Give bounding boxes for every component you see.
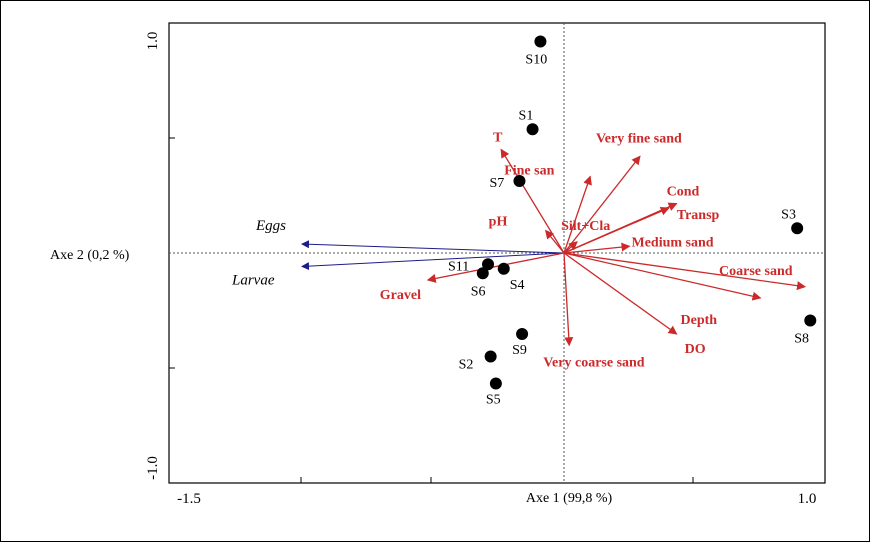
env-label-t: T [493,131,503,146]
site-points: S1 S2 S3 S4 S5 S6 S7 S8 S9 S10 S11 [448,35,817,408]
site-point-s8 [804,314,817,327]
site-point-s4 [497,262,510,275]
env-arrow-medium-sand [563,242,631,254]
env-label-do: DO [685,342,706,357]
site-point-s1 [526,123,539,136]
species-label-larvae: Larvae [231,273,275,289]
axis-ticks [169,137,694,483]
site-point-s3 [791,222,804,235]
env-arrow-fine-san [563,175,592,254]
x-axis-title: Axe 1 (99,8 %) [526,491,613,506]
site-point-s9 [516,328,529,340]
site-label-s4: S4 [510,278,525,293]
site-point-s10 [534,35,547,48]
env-arrow-very-coarse-sand [563,252,574,347]
site-label-s8: S8 [794,332,809,347]
species-vectors: Eggs Larvae [231,218,565,289]
site-label-s2: S2 [459,358,474,373]
env-label-cond: Cond [667,185,700,200]
environment-vectors: T Very fine sand Fine san Cond Transp pH Silt+… [380,131,807,370]
site-point-s5 [489,377,502,390]
env-label-medium-sand: Medium sand [632,235,714,250]
env-arrow-silt-cla [563,241,578,254]
env-label-silt-cla: Silt+Cla [561,219,610,234]
env-label-transp: Transp [677,208,720,223]
env-label-coarse-sand: Coarse sand [719,264,793,279]
env-label-gravel: Gravel [380,288,421,303]
env-label-depth: Depth [681,313,718,328]
species-label-eggs: Eggs [255,218,286,234]
y-tick-label-min: -1.0 [145,456,161,480]
env-arrow-do [563,252,678,335]
env-label-very-coarse-sand: Very coarse sand [543,355,645,370]
env-arrow-depth [563,252,762,301]
site-point-s6 [476,267,489,280]
env-arrow-gravel [426,252,565,283]
site-label-s10: S10 [525,53,547,68]
site-label-s3: S3 [781,207,796,222]
site-label-s5: S5 [486,393,501,408]
site-point-s11 [482,258,495,271]
site-point-s2 [484,350,497,363]
x-tick-label-max: 1.0 [798,491,817,507]
y-tick-label-max: 1.0 [145,32,161,51]
y-axis-title: Axe 2 (0,2 %) [50,248,130,263]
env-label-fine-san: Fine san [504,164,554,179]
env-label-ph: pH [489,215,508,230]
site-label-s6: S6 [471,284,486,299]
species-arrow-larvae [301,252,565,271]
env-arrow-ph [545,229,565,254]
env-arrow-transp [563,207,670,254]
env-arrow-very-fine-sand [563,155,641,254]
x-tick-label-min: -1.5 [177,491,201,507]
site-label-s11: S11 [448,259,469,274]
site-point-s7 [513,175,526,187]
site-label-s9: S9 [512,343,527,358]
site-label-s7: S7 [489,176,504,191]
env-label-very-fine-sand: Very fine sand [596,131,682,146]
species-arrow-eggs [301,240,565,254]
origin-guides [169,23,825,483]
env-arrow-coarse-sand [563,252,807,291]
site-label-s1: S1 [519,108,534,123]
